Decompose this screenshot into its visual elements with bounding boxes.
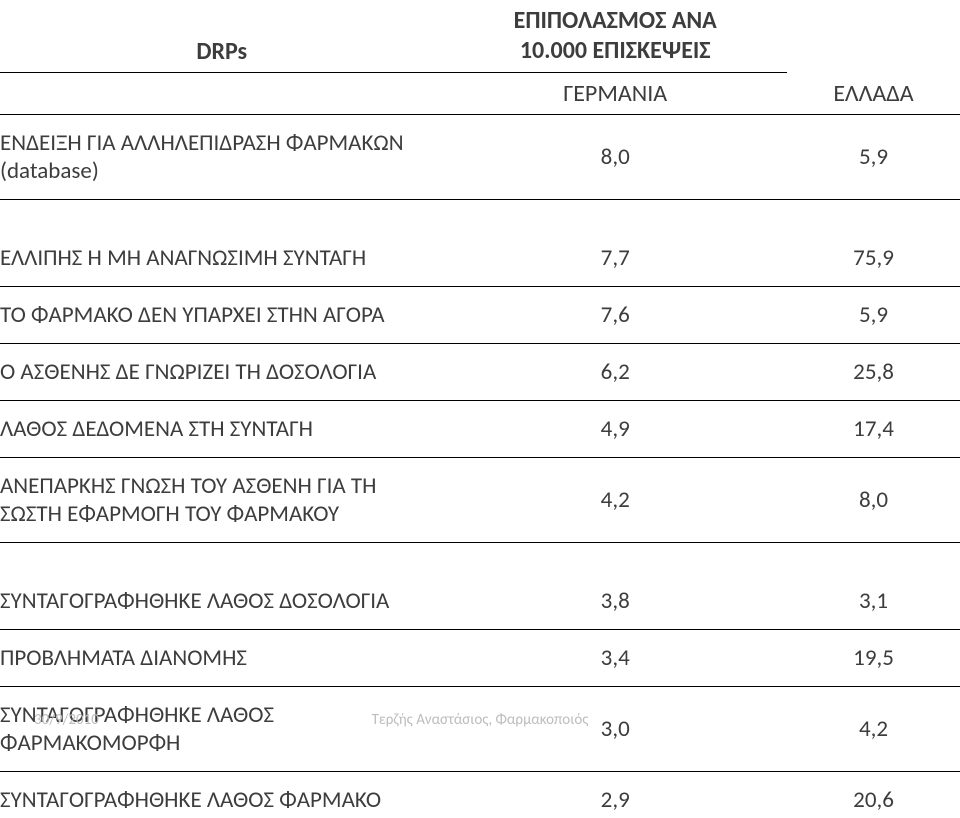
row-germany: 7,7 bbox=[443, 200, 787, 287]
row-label: ΕΛΛΙΠΗΣ Ή ΜΗ ΑΝΑΓΝΩΣΙΜΗ ΣΥΝΤΑΓΗ bbox=[0, 200, 443, 287]
row-germany: 3,4 bbox=[443, 630, 787, 687]
footer-author: Τερζής Αναστάσιος, Φαρμακοποιός bbox=[0, 711, 960, 729]
row-greece: 75,9 bbox=[787, 200, 960, 287]
header-prevalence-line1: ΕΠΙΠΟΛΑΣΜΟΣ ΑΝΑ bbox=[514, 6, 717, 35]
drps-table: DRPs ΕΠΙΠΟΛΑΣΜΟΣ ΑΝΑ 10.000 ΕΠΙΣΚΕΨΕΙΣ Γ… bbox=[0, 0, 960, 818]
row-germany: 3,0 bbox=[443, 687, 787, 772]
row-greece: 25,8 bbox=[787, 344, 960, 401]
row-label: ΣΥΝΤΑΓΟΓΡΑΦΗΘΗΚΕ ΛΑΘΟΣ ΔΟΣΟΛΟΓΙΑ bbox=[0, 543, 443, 630]
row-germany: 3,8 bbox=[443, 543, 787, 630]
row-label: ΤΟ ΦΑΡΜΑΚΟ ΔΕΝ ΥΠΑΡΧΕΙ ΣΤΗΝ ΑΓΟΡΑ bbox=[0, 287, 443, 344]
row-greece: 3,1 bbox=[787, 543, 960, 630]
table-row: ΑΝΕΠΑΡΚΗΣ ΓΝΩΣΗ ΤΟΥ ΑΣΘΕΝΗ ΓΙΑ ΤΗ ΣΩΣΤΗ … bbox=[0, 458, 960, 543]
table-header-row: DRPs ΕΠΙΠΟΛΑΣΜΟΣ ΑΝΑ 10.000 ΕΠΙΣΚΕΨΕΙΣ bbox=[0, 0, 960, 73]
row-greece: 8,0 bbox=[787, 458, 960, 543]
row-greece: 17,4 bbox=[787, 401, 960, 458]
row-germany: 4,2 bbox=[443, 458, 787, 543]
table-row: Ο ΑΣΘΕΝΗΣ ΔΕ ΓΝΩΡΙΖΕΙ ΤΗ ΔΟΣΟΛΟΓΙΑ 6,2 2… bbox=[0, 344, 960, 401]
header-prevalence: ΕΠΙΠΟΛΑΣΜΟΣ ΑΝΑ 10.000 ΕΠΙΣΚΕΨΕΙΣ bbox=[443, 0, 787, 73]
row-label: ΣΥΝΤΑΓΟΓΡΑΦΗΘΗΚΕ ΛΑΘΟΣ ΦΑΡΜΑΚΟΜΟΡΦΗ bbox=[0, 687, 443, 772]
table-row: ΣΥΝΤΑΓΟΓΡΑΦΗΘΗΚΕ ΛΑΘΟΣ ΔΟΣΟΛΟΓΙΑ 3,8 3,1 bbox=[0, 543, 960, 630]
row-greece: 5,9 bbox=[787, 287, 960, 344]
row-label: ΣΥΝΤΑΓΟΓΡΑΦΗΘΗΚΕ ΛΑΘΟΣ ΦΑΡΜΑΚΟ bbox=[0, 772, 443, 818]
row-label: ΛΑΘΟΣ ΔΕΔΟΜΕΝΑ ΣΤΗ ΣΥΝΤΑΓΗ bbox=[0, 401, 443, 458]
table-row: ΤΟ ΦΑΡΜΑΚΟ ΔΕΝ ΥΠΑΡΧΕΙ ΣΤΗΝ ΑΓΟΡΑ 7,6 5,… bbox=[0, 287, 960, 344]
row-label: ΠΡΟΒΛΗΜΑΤΑ ΔΙΑΝΟΜΗΣ bbox=[0, 630, 443, 687]
header-prevalence-line2: 10.000 ΕΠΙΣΚΕΨΕΙΣ bbox=[520, 36, 711, 65]
table-row: ΣΥΝΤΑΓΟΓΡΑΦΗΘΗΚΕ ΛΑΘΟΣ ΦΑΡΜΑΚΟΜΟΡΦΗ 3,0 … bbox=[0, 687, 960, 772]
row-greece: 20,6 bbox=[787, 772, 960, 818]
header-drps: DRPs bbox=[0, 0, 443, 73]
subheader-blank bbox=[0, 73, 443, 115]
row-germany: 2,9 bbox=[443, 772, 787, 818]
col-germany: ΓΕΡΜΑΝΙΑ bbox=[443, 73, 787, 115]
col-greece: ΕΛΛΑΔΑ bbox=[787, 73, 960, 115]
row-germany: 8,0 bbox=[443, 115, 787, 200]
table-row: ΛΑΘΟΣ ΔΕΔΟΜΕΝΑ ΣΤΗ ΣΥΝΤΑΓΗ 4,9 17,4 bbox=[0, 401, 960, 458]
row-label: ΑΝΕΠΑΡΚΗΣ ΓΝΩΣΗ ΤΟΥ ΑΣΘΕΝΗ ΓΙΑ ΤΗ ΣΩΣΤΗ … bbox=[0, 458, 443, 543]
row-germany: 4,9 bbox=[443, 401, 787, 458]
table-row: ΣΥΝΤΑΓΟΓΡΑΦΗΘΗΚΕ ΛΑΘΟΣ ΦΑΡΜΑΚΟ 2,9 20,6 bbox=[0, 772, 960, 818]
row-germany: 6,2 bbox=[443, 344, 787, 401]
row-greece: 19,5 bbox=[787, 630, 960, 687]
row-label: ΕΝΔΕΙΞΗ ΓΙΑ ΑΛΛΗΛΕΠΙΔΡΑΣΗ ΦΑΡΜΑΚΩΝ (data… bbox=[0, 115, 443, 200]
table-row: ΕΛΛΙΠΗΣ Ή ΜΗ ΑΝΑΓΝΩΣΙΜΗ ΣΥΝΤΑΓΗ 7,7 75,9 bbox=[0, 200, 960, 287]
row-greece: 4,2 bbox=[787, 687, 960, 772]
row-greece: 5,9 bbox=[787, 115, 960, 200]
row-germany: 7,6 bbox=[443, 287, 787, 344]
row-label: Ο ΑΣΘΕΝΗΣ ΔΕ ΓΝΩΡΙΖΕΙ ΤΗ ΔΟΣΟΛΟΓΙΑ bbox=[0, 344, 443, 401]
table-row: ΕΝΔΕΙΞΗ ΓΙΑ ΑΛΛΗΛΕΠΙΔΡΑΣΗ ΦΑΡΜΑΚΩΝ (data… bbox=[0, 115, 960, 200]
table-subheader-row: ΓΕΡΜΑΝΙΑ ΕΛΛΑΔΑ bbox=[0, 73, 960, 115]
table-row: ΠΡΟΒΛΗΜΑΤΑ ΔΙΑΝΟΜΗΣ 3,4 19,5 bbox=[0, 630, 960, 687]
